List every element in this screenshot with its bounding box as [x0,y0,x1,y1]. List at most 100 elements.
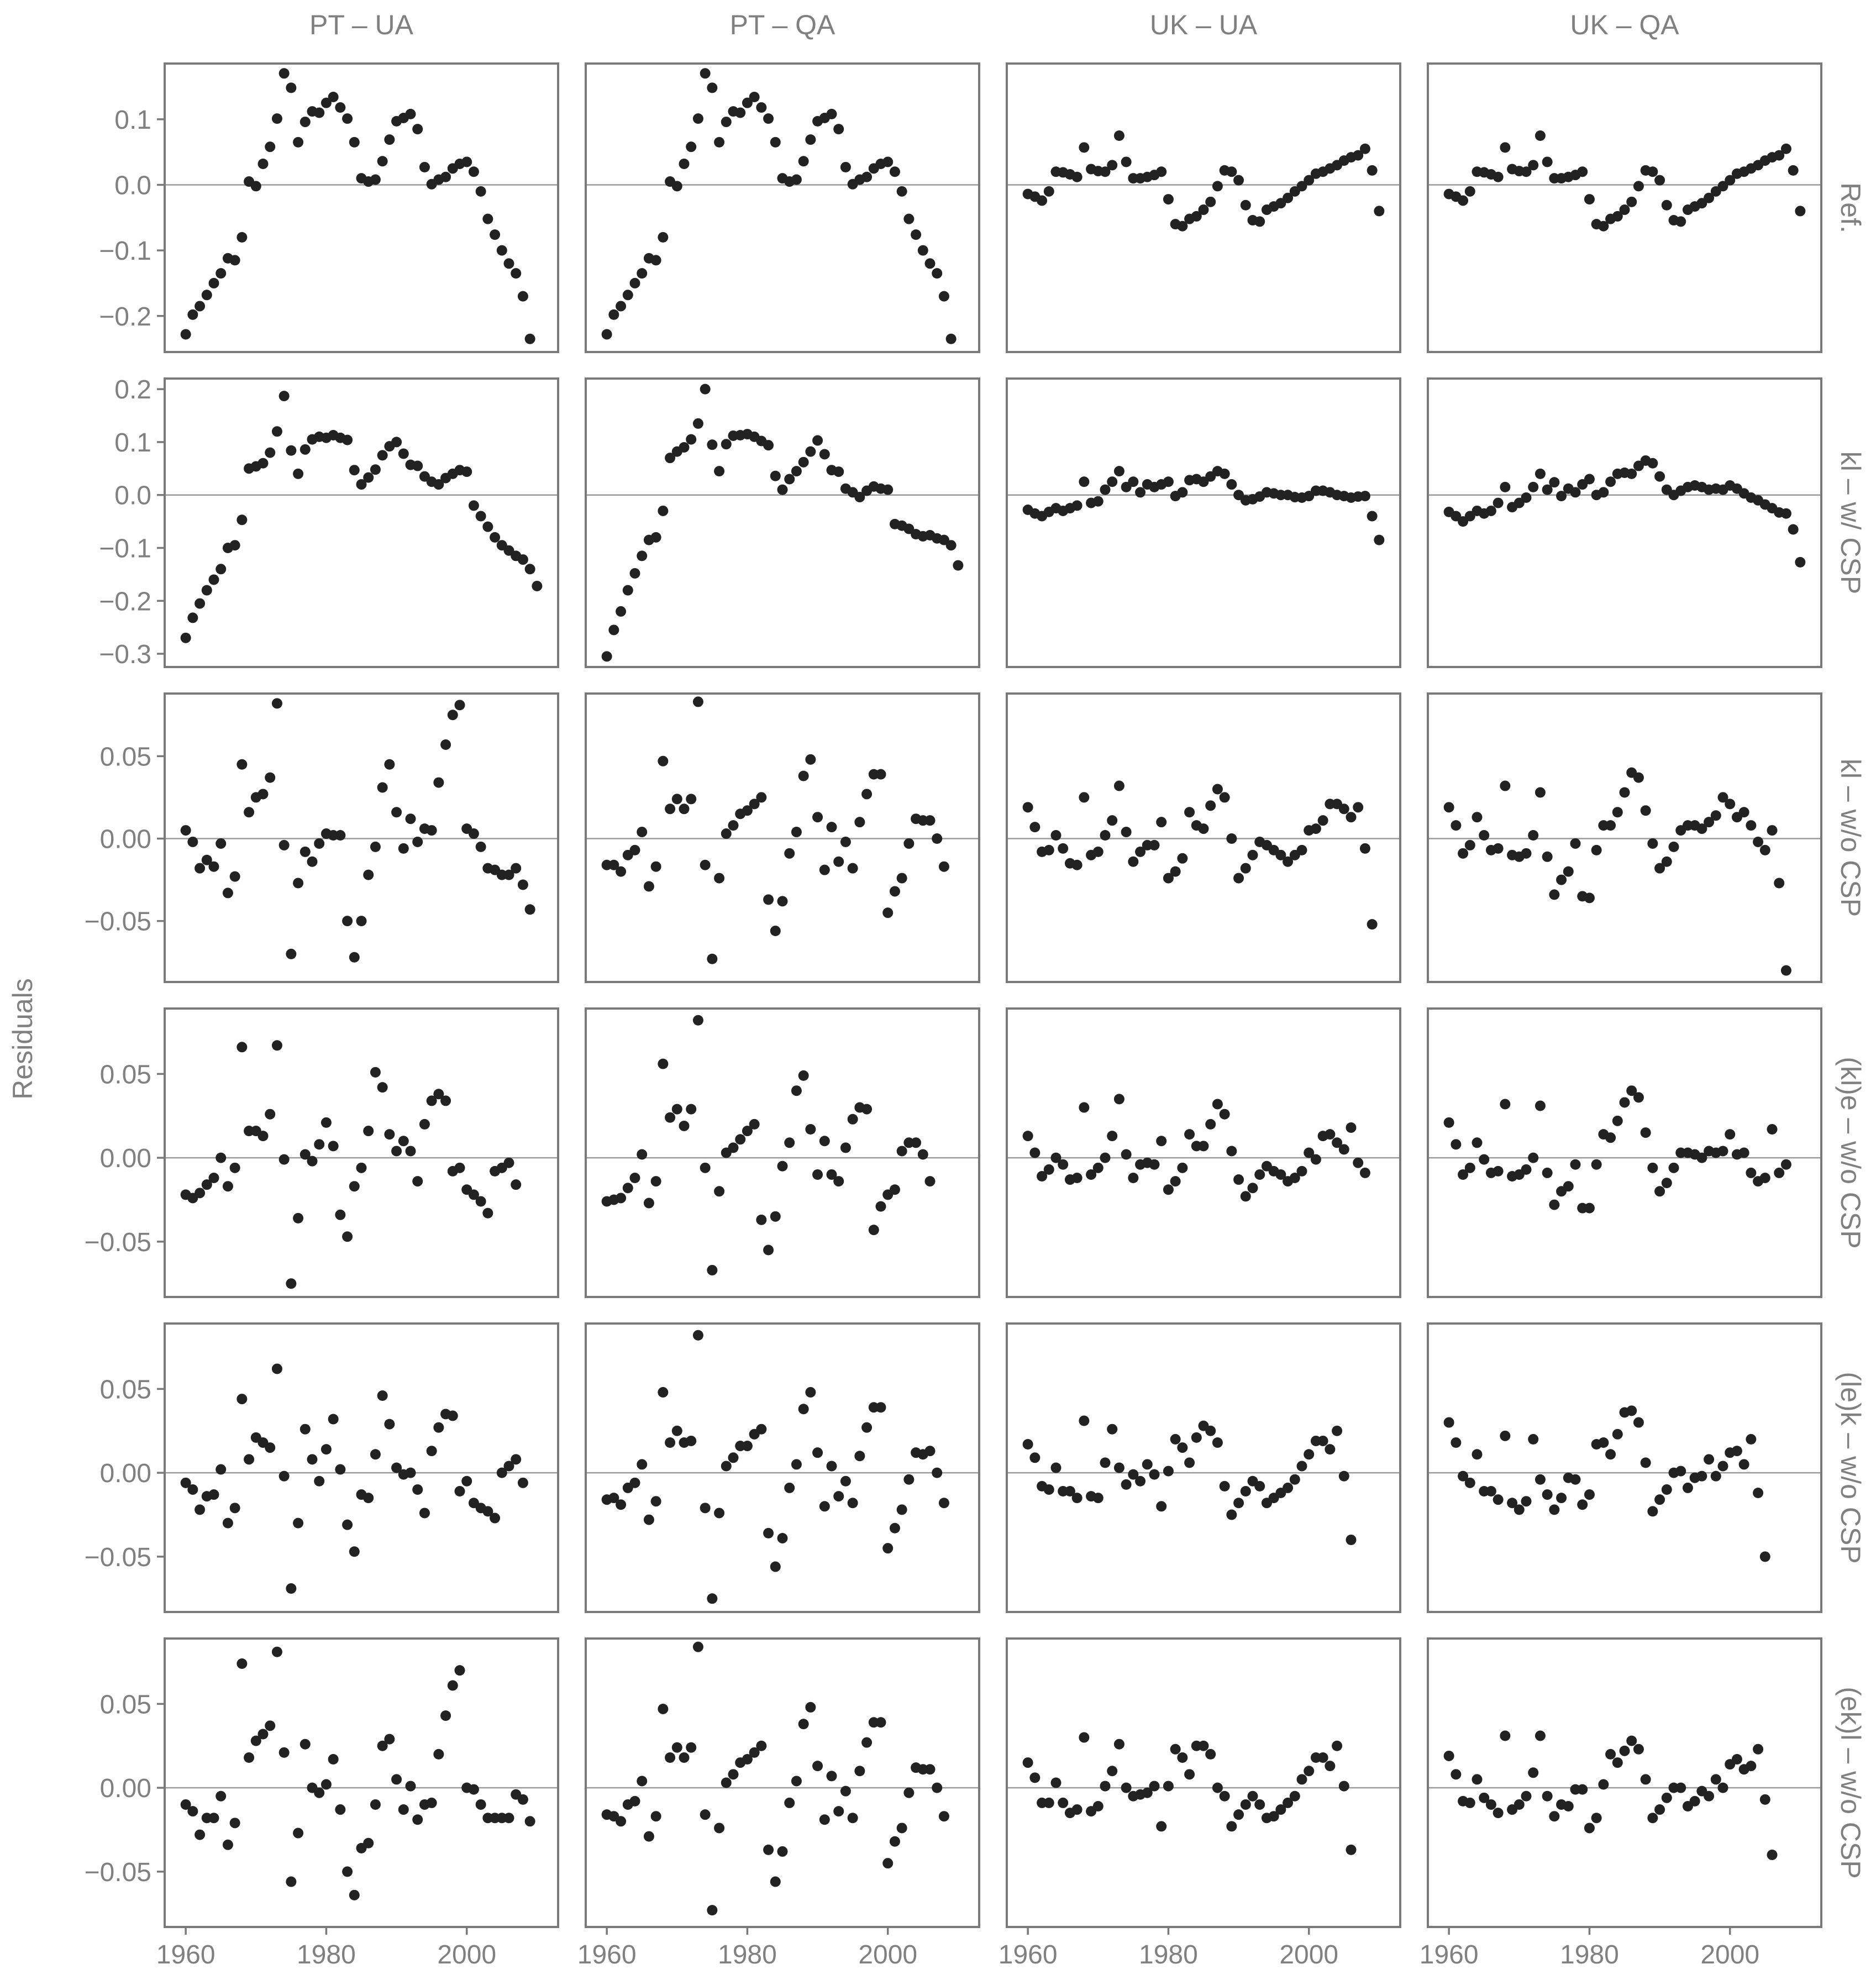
data-point [1521,1496,1532,1507]
data-point [1113,1739,1124,1750]
data-point [244,807,255,818]
data-point [320,97,332,108]
data-point [1359,143,1370,154]
data-point [1605,1449,1616,1460]
panel-frame [164,692,559,983]
data-point [180,825,191,836]
data-point [314,838,325,849]
data-point [608,859,619,870]
data-point [1029,822,1041,833]
row-title-kl-w-csp: kl – w/ CSP [1835,451,1866,594]
panel-kl-w-o-csp-pt-ua [164,692,559,983]
data-point [938,861,949,872]
data-point [1633,181,1644,192]
data-point [468,1784,479,1795]
data-point [1500,1430,1511,1441]
data-point [1100,1781,1111,1792]
data-point [1774,878,1785,889]
data-point [208,1813,219,1824]
data-point [911,1137,922,1148]
data-point [1654,1494,1665,1505]
data-point [237,232,248,243]
data-point [433,1089,444,1100]
data-point [1619,1097,1630,1108]
data-point [1205,1118,1216,1130]
data-point [938,1498,949,1509]
panel-frame [1427,1322,1822,1613]
data-point [433,1422,444,1433]
data-point [1710,1471,1721,1482]
data-point [1619,1745,1630,1756]
y-tick-label: −0.1 [99,534,151,563]
data-point [517,291,528,302]
data-point [503,258,514,269]
data-point [258,789,269,800]
data-point [1556,874,1567,885]
row-title-ref: Ref. [1835,182,1866,233]
data-point [1212,1782,1223,1793]
data-point [511,1454,522,1465]
data-point [1107,476,1118,487]
data-point [637,268,648,279]
panel-kl-w-o-csp-pt-qa [585,692,980,983]
data-point [1346,1844,1357,1855]
data-point [1654,1804,1665,1815]
data-point [1240,1191,1251,1202]
data-point [1212,181,1223,192]
data-point [1464,1162,1475,1173]
panel-ref-pt-qa [585,62,980,353]
data-point [1156,1136,1167,1147]
data-point [222,1181,233,1192]
data-point [1577,1784,1588,1795]
data-point [426,1095,437,1106]
panel-frame [585,377,980,668]
data-point [840,836,851,847]
data-point [391,437,402,448]
data-point [278,68,290,79]
data-point [1219,1790,1230,1802]
data-point [1788,165,1799,176]
data-point [195,301,206,312]
data-point [770,1876,781,1887]
data-point [622,585,633,596]
data-point [1528,1767,1539,1778]
data-point [1472,812,1483,823]
data-point [1219,1480,1230,1492]
data-point [1780,965,1791,976]
data-point [216,268,227,279]
y-axis-label: Residuals [7,978,38,1100]
panel-frame [585,692,980,983]
data-point [293,1828,304,1839]
data-point [222,1839,233,1850]
data-point [1556,491,1567,502]
data-point [1675,216,1686,227]
data-point [208,1489,219,1500]
data-point [1086,1169,1097,1180]
data-point [1121,1782,1132,1793]
panel-kl-w-csp-uk-ua [1006,377,1401,668]
data-point [1485,505,1496,516]
y-tick-label: −0.3 [99,640,151,669]
data-point [707,1264,718,1275]
data-point [1367,511,1378,522]
data-point [271,1363,282,1374]
data-point [468,500,479,511]
data-point [1233,1498,1244,1509]
data-point [1121,156,1132,167]
data-point [798,456,809,468]
panel-frame [1006,1007,1401,1298]
data-point [1633,772,1644,783]
data-point [1493,1494,1504,1505]
data-point [665,1437,676,1448]
data-point [195,1188,206,1199]
data-point [1675,1466,1686,1477]
data-point [840,1786,851,1797]
x-tick-label: 1960 [156,1940,216,1970]
data-point [671,1425,682,1436]
data-point [1458,1169,1469,1180]
data-point [812,1447,823,1458]
data-point [1283,1797,1294,1808]
data-point [398,448,409,459]
data-point [426,1446,437,1457]
data-point [1029,1147,1041,1158]
